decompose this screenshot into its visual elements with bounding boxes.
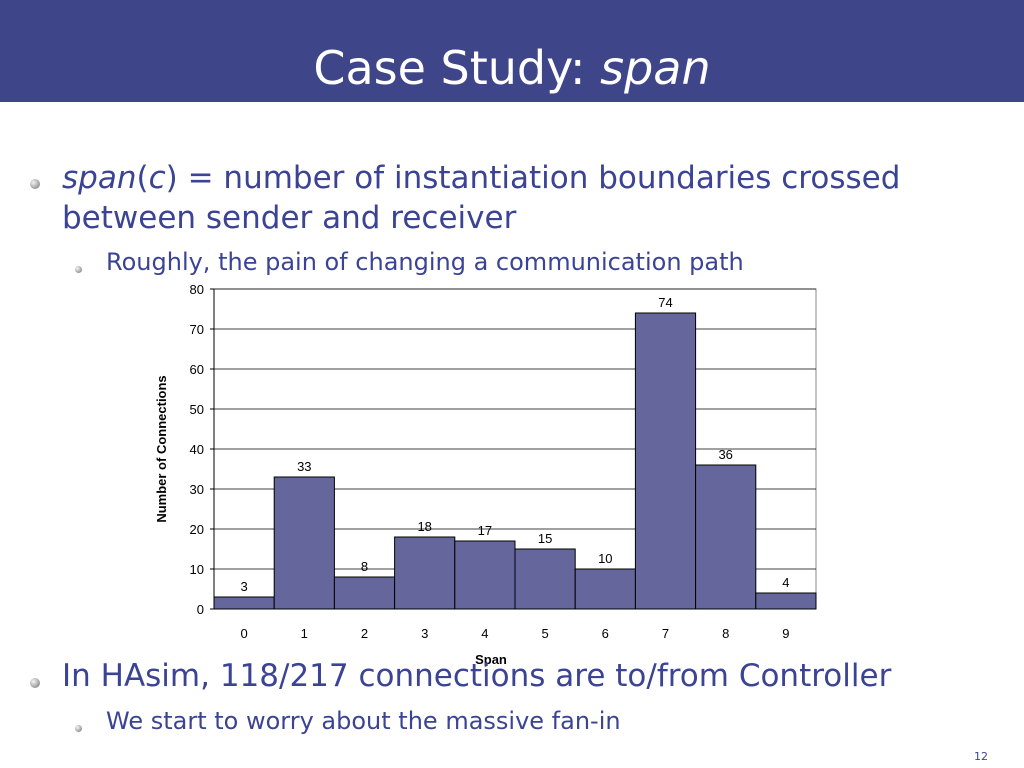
data-label: 4 bbox=[782, 575, 789, 590]
y-tick-label: 10 bbox=[190, 562, 204, 577]
x-tick-label: 6 bbox=[602, 626, 609, 641]
x-axis-title: Span bbox=[475, 652, 507, 667]
x-tick-label: 0 bbox=[240, 626, 247, 641]
y-tick-label: 0 bbox=[197, 602, 204, 617]
data-label: 74 bbox=[658, 295, 672, 310]
sub-bullet-dot-icon bbox=[75, 725, 82, 732]
data-label: 18 bbox=[417, 519, 431, 534]
bullet-hasim-connections: In HAsim, 118/217 connections are to/fro… bbox=[62, 658, 892, 694]
bar-span-0 bbox=[213, 596, 275, 610]
bullet-span-word: span bbox=[62, 160, 137, 196]
y-tick-label: 70 bbox=[190, 322, 204, 337]
x-tick-label: 2 bbox=[361, 626, 368, 641]
sub-bullet-dot-icon bbox=[75, 266, 82, 273]
y-tick-label: 20 bbox=[190, 522, 204, 537]
data-label: 8 bbox=[361, 559, 368, 574]
x-tick-label: 7 bbox=[662, 626, 669, 641]
x-tick-label: 4 bbox=[481, 626, 488, 641]
title-prefix: Case Study: bbox=[313, 41, 601, 95]
x-tick-label: 5 bbox=[541, 626, 548, 641]
title-bar bbox=[0, 0, 1024, 102]
bar-span-4 bbox=[454, 540, 516, 610]
slide-title: Case Study: span bbox=[0, 40, 1024, 96]
bullet-dot-icon bbox=[30, 179, 40, 189]
sub-bullet-roughly: Roughly, the pain of changing a communic… bbox=[106, 248, 744, 276]
bar-span-2 bbox=[333, 576, 396, 610]
chart-labels: 0102030405060708030331821831741551067473… bbox=[154, 282, 790, 667]
bullet-definition-rest: ) = number of instantiation boundaries c… bbox=[62, 160, 901, 236]
data-label: 3 bbox=[240, 579, 247, 594]
x-tick-label: 3 bbox=[421, 626, 428, 641]
bar-span-6 bbox=[574, 568, 636, 610]
bar-span-7 bbox=[634, 312, 697, 610]
x-tick-label: 9 bbox=[782, 626, 789, 641]
sub-bullet-fan-in: We start to worry about the massive fan-… bbox=[106, 707, 621, 735]
bullet-paren: ( bbox=[136, 160, 149, 196]
data-label: 36 bbox=[718, 447, 732, 462]
axes bbox=[210, 288, 816, 610]
bullet-dot-icon bbox=[30, 678, 40, 688]
bars bbox=[213, 312, 817, 610]
bar-span-5 bbox=[514, 548, 576, 610]
bar-span-3 bbox=[394, 536, 456, 610]
data-label: 33 bbox=[297, 459, 311, 474]
x-tick-label: 8 bbox=[722, 626, 729, 641]
data-label: 15 bbox=[538, 531, 552, 546]
bar-span-1 bbox=[273, 476, 335, 610]
y-axis-title: Number of Connections bbox=[154, 375, 169, 522]
y-tick-label: 30 bbox=[190, 482, 204, 497]
y-tick-label: 40 bbox=[190, 442, 204, 457]
title-italic: span bbox=[600, 41, 711, 95]
bullet-span-definition: span(c) = number of instantiation bounda… bbox=[62, 158, 1002, 238]
y-tick-label: 60 bbox=[190, 362, 204, 377]
bar-span-8 bbox=[695, 464, 757, 610]
bullet-c-var: c bbox=[148, 160, 166, 196]
page-number: 12 bbox=[974, 750, 988, 763]
y-tick-label: 50 bbox=[190, 402, 204, 417]
y-tick-label: 80 bbox=[190, 282, 204, 297]
x-tick-label: 1 bbox=[301, 626, 308, 641]
bar-span-9 bbox=[755, 592, 817, 610]
data-label: 10 bbox=[598, 551, 612, 566]
data-label: 17 bbox=[478, 523, 492, 538]
